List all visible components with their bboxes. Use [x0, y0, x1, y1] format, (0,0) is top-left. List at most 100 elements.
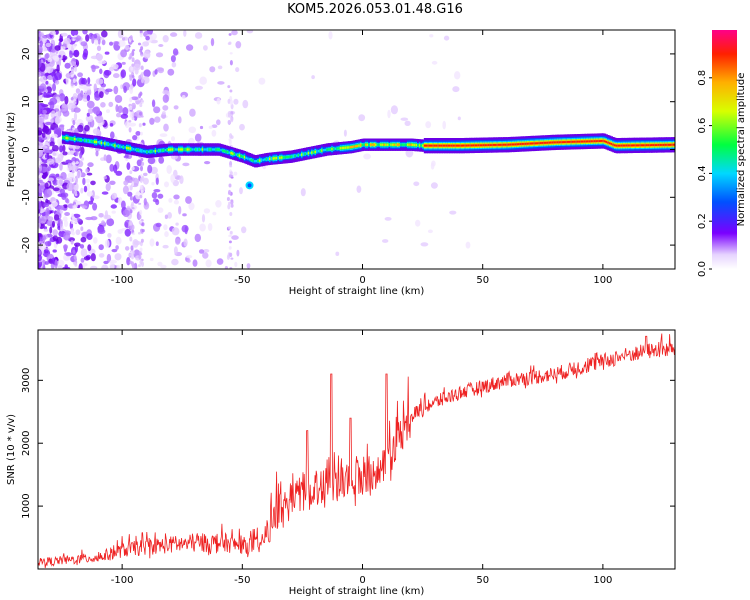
ridge-cell [299, 153, 302, 157]
streak-blob [228, 189, 231, 195]
ridge-cell [588, 140, 592, 143]
noise-blob [45, 52, 50, 59]
noise-blob [87, 108, 94, 114]
noise-blob [38, 45, 43, 54]
ridge-cell [324, 148, 327, 152]
noise-blob [40, 136, 48, 140]
streak-blob [138, 42, 141, 46]
ridge-cell [225, 150, 228, 153]
noise-blob [101, 39, 106, 46]
ridge-cell [502, 143, 506, 146]
noise-blob [430, 182, 438, 189]
streak-blob [74, 263, 78, 267]
noise-blob [150, 166, 158, 175]
noise-blob [78, 84, 87, 89]
noise-blob [154, 69, 158, 75]
ridge-cell [375, 143, 378, 146]
ridge-cell [413, 143, 417, 147]
streak-blob [139, 32, 143, 38]
ridge-cell [364, 143, 368, 146]
noise-blob [85, 168, 89, 174]
ridge-cell [161, 149, 164, 152]
noise-blob [173, 105, 179, 110]
ridge-cell [486, 144, 489, 147]
ridge-cell [450, 144, 454, 147]
streak-blob [229, 252, 233, 257]
noise-blob [170, 174, 175, 183]
streak-blob [73, 204, 77, 209]
noise-blob [224, 266, 228, 269]
noise-blob [38, 185, 44, 194]
ridge-cell [179, 148, 183, 151]
noise-blob [109, 180, 116, 185]
streak-blob [72, 119, 76, 126]
ridge-cell [169, 148, 173, 151]
ridge-cell [270, 157, 274, 160]
noise-blob [65, 72, 73, 79]
ridge-cell [131, 147, 134, 151]
ridge-cell [481, 144, 484, 147]
ridge-cell [651, 144, 654, 146]
noise-blob [143, 172, 148, 177]
noise-blob [311, 75, 315, 80]
ridge-cell [331, 147, 334, 151]
noise-blob [41, 146, 45, 152]
ridge-cell [274, 157, 277, 160]
noise-blob [49, 226, 53, 234]
noise-blob [63, 244, 68, 250]
ridge-cell [195, 148, 198, 151]
ridge-cell [356, 144, 359, 148]
ridge-cell [543, 141, 546, 144]
noise-blob [52, 187, 60, 192]
streak-blob [227, 204, 231, 210]
ridge-cell [203, 148, 206, 151]
ridge-cell [610, 143, 613, 145]
noise-blob [153, 189, 161, 193]
ridge-cell [285, 155, 289, 159]
ridge-cell [289, 155, 292, 158]
streak-blob [72, 249, 76, 254]
ridge-cell [412, 143, 415, 146]
ridge-cell [667, 143, 671, 146]
ridge-cell [420, 144, 423, 147]
streak-blob [227, 85, 231, 89]
noise-blob [155, 52, 164, 58]
noise-blob [111, 248, 118, 253]
ridge-cell [484, 144, 487, 147]
noise-blob [80, 236, 87, 243]
ridge-cell [617, 144, 620, 147]
ridge-cell [245, 156, 248, 160]
ridge-cell [492, 144, 496, 146]
ridge-cell [612, 143, 615, 146]
noise-blob [115, 245, 119, 250]
ridge-cell [353, 145, 356, 148]
noise-blob [101, 30, 108, 38]
ridge-cell [129, 147, 132, 150]
noise-blob [52, 83, 56, 92]
ridge-cell [442, 144, 445, 147]
noise-blob [94, 39, 99, 46]
ridge-cell [605, 141, 608, 143]
streak-blob [229, 165, 233, 168]
noise-blob [143, 69, 151, 78]
ridge-cell [615, 144, 618, 147]
noise-blob [162, 90, 170, 95]
ridge-cell [99, 141, 102, 144]
noise-blob [135, 131, 141, 136]
noise-blob [96, 45, 102, 52]
ridge-cell [213, 148, 216, 151]
ridge-cell [341, 146, 344, 150]
noise-blob [85, 34, 90, 42]
ridge-cell [563, 141, 566, 143]
noise-blob [452, 86, 460, 93]
noise-blob [205, 259, 212, 268]
noise-blob [42, 125, 50, 134]
ridge-cell [201, 148, 205, 151]
noise-blob [126, 257, 131, 266]
ridge-cell [619, 144, 622, 147]
noise-blob [83, 185, 88, 193]
ridge-cell [110, 143, 114, 147]
ridge-cell [200, 148, 203, 151]
streak-blob [71, 170, 75, 174]
ridge-cell [469, 144, 472, 147]
